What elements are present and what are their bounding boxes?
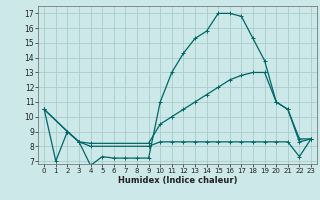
X-axis label: Humidex (Indice chaleur): Humidex (Indice chaleur) <box>118 176 237 185</box>
